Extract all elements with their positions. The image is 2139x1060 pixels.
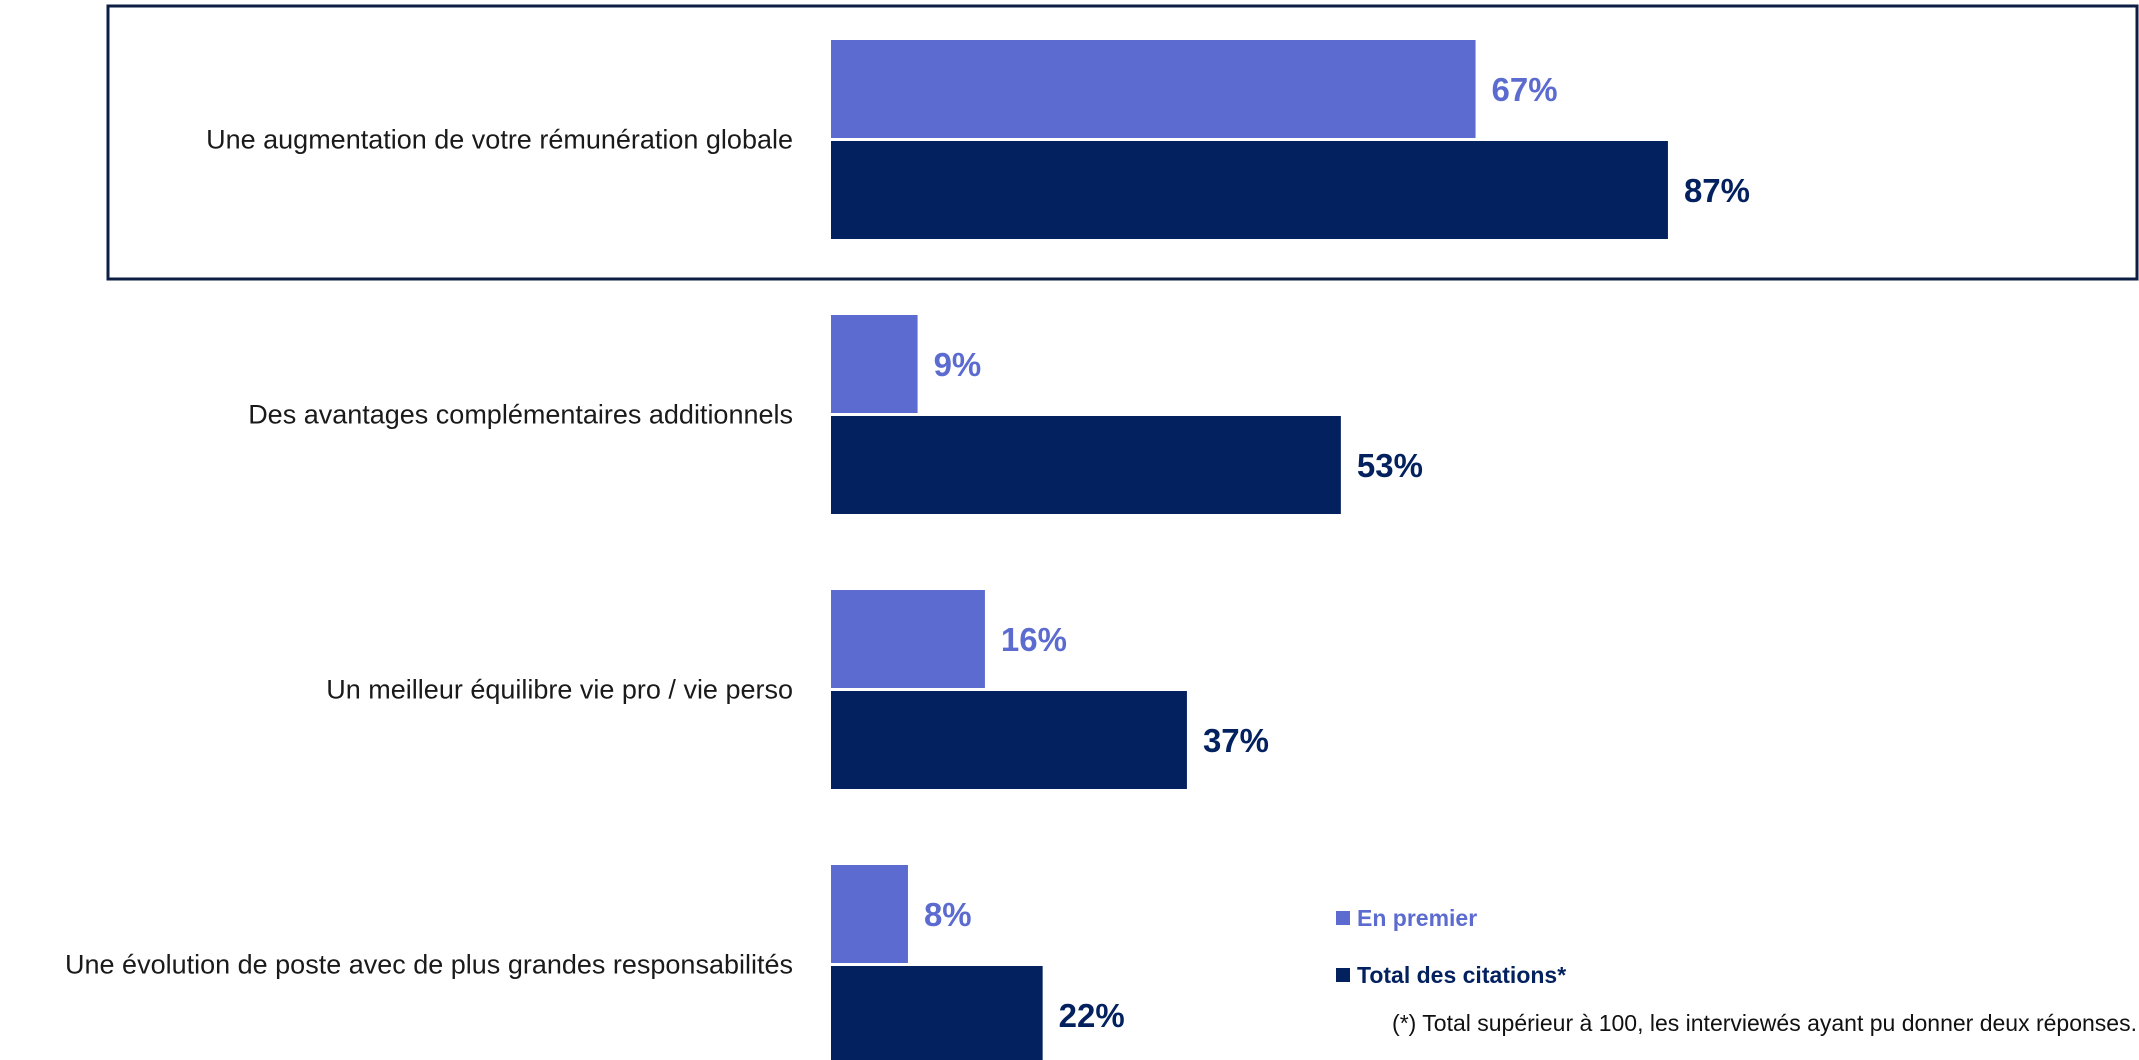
footnote: (*) Total supérieur à 100, les interview… xyxy=(1392,1010,2137,1036)
legend-swatch-en-premier xyxy=(1336,911,1350,925)
data-label-en-premier-2: 9% xyxy=(934,346,982,383)
data-label-total-des-citations-2: 53% xyxy=(1357,447,1423,484)
bar-total-des-citations-3 xyxy=(831,691,1187,789)
bar-en-premier-2 xyxy=(831,315,918,413)
data-label-en-premier-1: 67% xyxy=(1492,71,1558,108)
data-label-en-premier-3: 16% xyxy=(1001,621,1067,658)
data-label-total-des-citations-1: 87% xyxy=(1684,172,1750,209)
bar-en-premier-4 xyxy=(831,865,908,963)
bar-total-des-citations-1 xyxy=(831,141,1668,239)
legend-swatch-total-citations xyxy=(1336,968,1350,982)
bar-total-des-citations-4 xyxy=(831,966,1043,1060)
bar-en-premier-1 xyxy=(831,40,1476,138)
category-label-une-evolution-de-poste-avec-de-plus-grandes-responsabilites: Une évolution de poste avec de plus gran… xyxy=(65,950,793,980)
legend-item-en-premier: En premier xyxy=(1336,900,1566,936)
category-label-des-avantages-complementaires-additionnels: Des avantages complémentaires additionne… xyxy=(248,400,793,430)
bar-en-premier-3 xyxy=(831,590,985,688)
data-label-total-des-citations-4: 22% xyxy=(1059,997,1125,1034)
data-label-en-premier-4: 8% xyxy=(924,896,972,933)
legend-item-total-citations: Total des citations* xyxy=(1336,957,1566,993)
highlight-frame xyxy=(106,4,2139,281)
legend-label-en-premier: En premier xyxy=(1357,904,1478,931)
category-label-une-augmentation-de-votre-remuneration-globale: Une augmentation de votre rémunération g… xyxy=(206,125,793,155)
legend-label-total-citations: Total des citations* xyxy=(1357,961,1567,988)
bar-total-des-citations-2 xyxy=(831,416,1341,514)
data-label-total-des-citations-3: 37% xyxy=(1203,722,1269,759)
legend: En premier Total des citations* xyxy=(1336,900,1566,1014)
category-label-un-meilleur-equilibre-vie-pro-vie-perso: Un meilleur équilibre vie pro / vie pers… xyxy=(326,675,793,705)
